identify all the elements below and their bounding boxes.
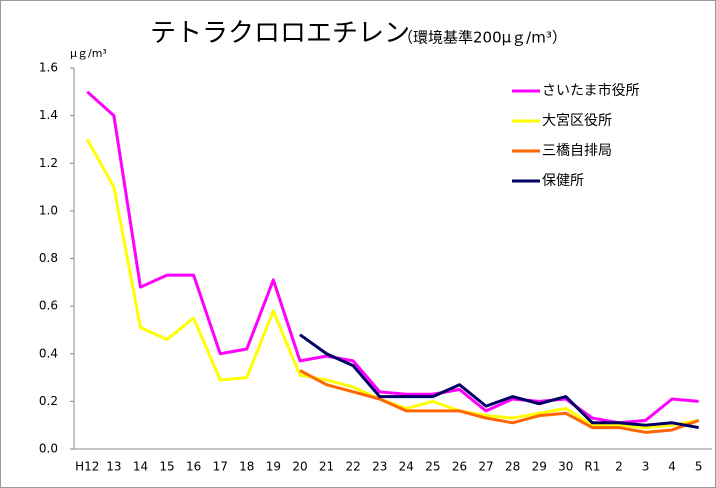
series-line <box>299 333 699 430</box>
y-tick-label: 0.6 <box>39 299 58 313</box>
x-tick-label: 19 <box>266 460 281 474</box>
x-tick-label: H12 <box>75 460 99 474</box>
y-tick-label: 0.4 <box>39 346 58 360</box>
x-tick-label: 2 <box>615 460 623 474</box>
legend-label: 三橋自排局 <box>542 143 612 159</box>
x-tick-label: 23 <box>372 460 387 474</box>
x-tick-label: 24 <box>399 460 414 474</box>
series-line <box>86 90 699 425</box>
x-tick-label: 4 <box>668 460 676 474</box>
y-tick-label: 0.2 <box>39 394 58 408</box>
series-line <box>299 369 700 434</box>
x-tick-label: 27 <box>478 460 493 474</box>
x-tick-label: 22 <box>345 460 360 474</box>
x-tick-label: 29 <box>532 460 547 474</box>
y-tick-label: 0.8 <box>39 251 58 265</box>
x-tick-label: 3 <box>642 460 650 474</box>
legend-label: 大宮区役所 <box>542 113 612 129</box>
y-tick-label: 1.6 <box>39 61 58 75</box>
chart-subtitle: （環境基準200μｇ/m³） <box>398 29 567 47</box>
y-tick-label: 1.4 <box>39 108 58 122</box>
x-tick-label: R1 <box>584 460 600 474</box>
x-tick-label: 28 <box>505 460 520 474</box>
y-tick-label: 0.0 <box>39 442 58 456</box>
x-tick-label: 26 <box>452 460 467 474</box>
y-tick-label: 1.2 <box>39 156 58 170</box>
x-tick-label: 21 <box>319 460 334 474</box>
x-tick-label: 30 <box>558 460 573 474</box>
x-tick-label: 14 <box>133 460 148 474</box>
x-tick-label: 5 <box>695 460 703 474</box>
legend-label: さいたま市役所 <box>542 82 640 99</box>
y-axis-label: μｇ/m³ <box>70 47 107 60</box>
chart-title: テトラクロロエチレン <box>150 19 410 49</box>
x-tick-label: 20 <box>292 460 307 474</box>
x-tick-label: 17 <box>213 460 228 474</box>
x-tick-label: 15 <box>159 460 174 474</box>
x-tick-label: 13 <box>106 460 121 474</box>
x-tick-label: 25 <box>425 460 440 474</box>
x-tick-label: 16 <box>186 460 201 474</box>
x-tick-label: 18 <box>239 460 254 474</box>
y-tick-label: 1.0 <box>39 203 58 217</box>
legend-label: 保健所 <box>542 173 584 189</box>
